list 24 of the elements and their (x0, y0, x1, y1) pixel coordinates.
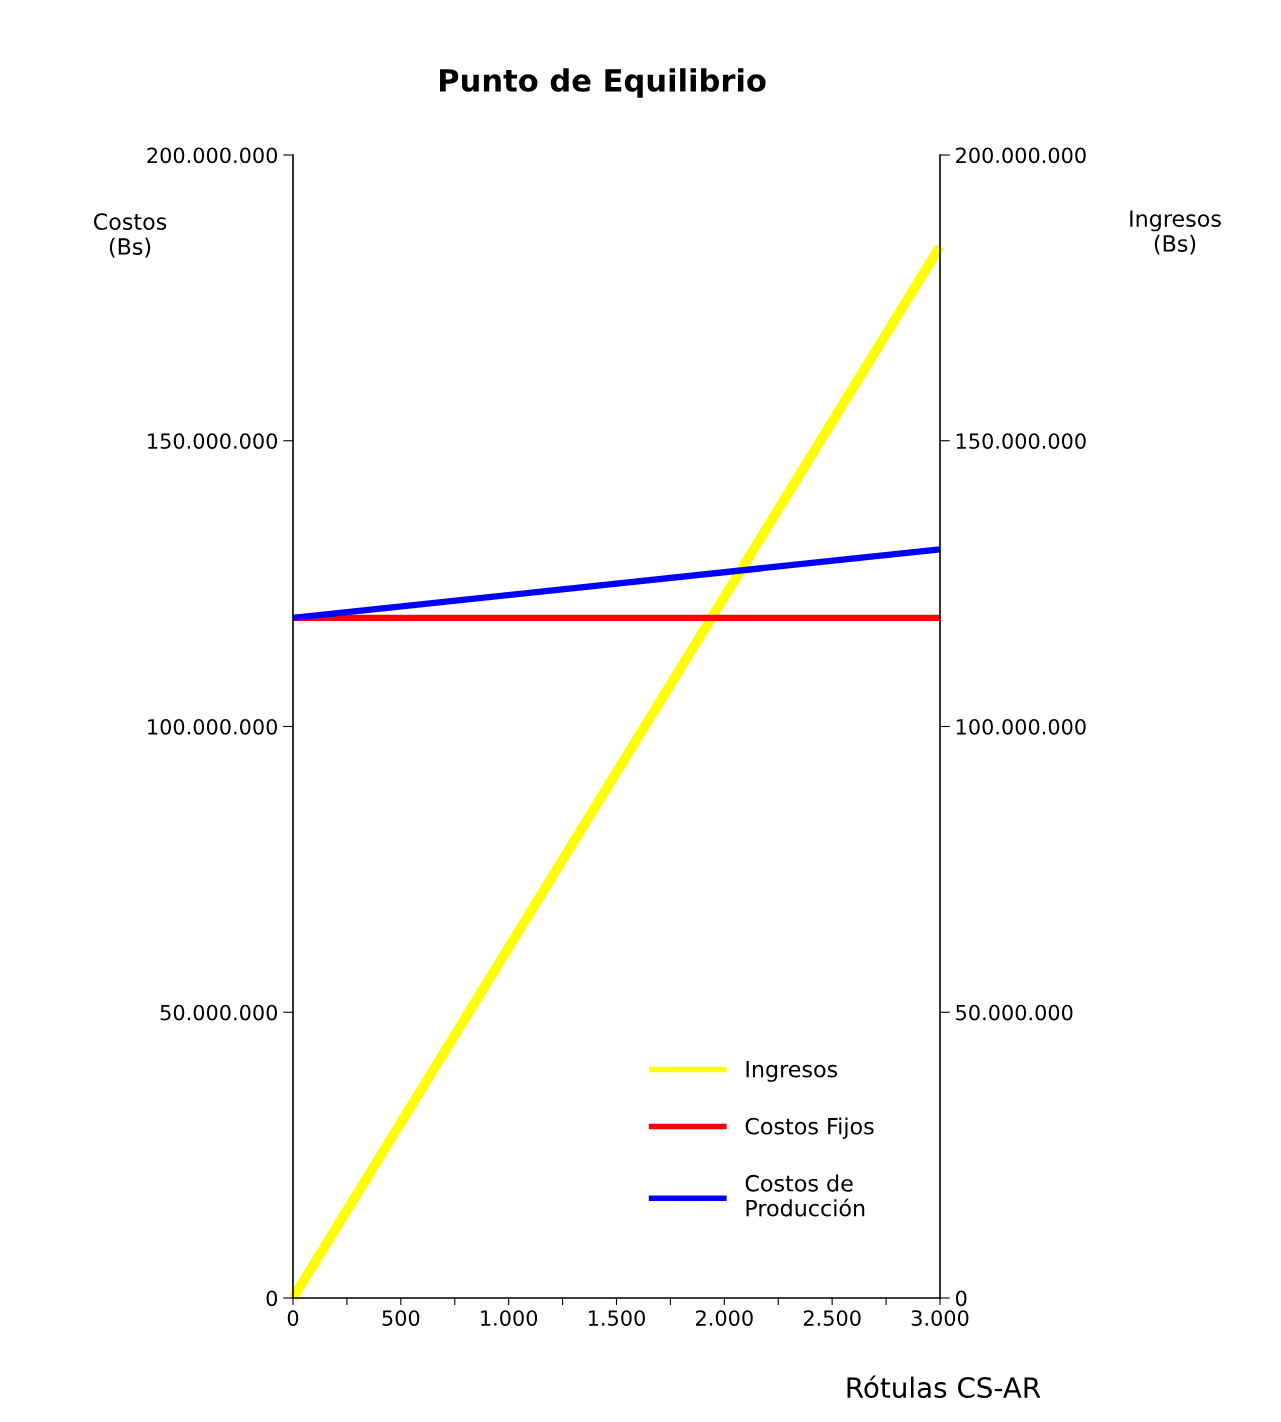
y2-tick-label: 0 (955, 1290, 967, 1307)
x-tick-label: 500 (382, 1310, 420, 1326)
y2-axis-title: Ingresos (Bs) (1130, 210, 1221, 255)
chart-title: Punto de Equilibrio (440, 68, 766, 98)
x-tick-label: 3.000 (911, 1310, 969, 1326)
y2-tick-label: 100.000.000 (956, 718, 1086, 735)
y-tick-label: 150.000.000 (148, 433, 278, 449)
legend-label: Costos de Producción (745, 1174, 865, 1217)
y-tick-label: 0 (266, 1290, 278, 1307)
y-axis-title: Costos (Bs) (93, 213, 167, 258)
y2-tick-label: 50.000.000 (956, 1004, 1073, 1021)
x-tick-label: 1.500 (588, 1310, 645, 1326)
y-tick-label: 200.000.000 (147, 147, 278, 164)
x-tick-label: 1.000 (481, 1310, 538, 1326)
x-tick-label: 2.000 (696, 1310, 753, 1326)
x-tick-label: 2.500 (803, 1310, 861, 1326)
y2-tick-label: 150.000.000 (956, 433, 1086, 449)
x-tick-label: 0 (287, 1310, 299, 1326)
x-axis-title: Rótulas CS-AR (847, 1375, 1041, 1399)
legend-label: Costos Fijos (745, 1117, 874, 1139)
y2-tick-label: 200.000.000 (956, 147, 1086, 164)
y-tick-label: 50.000.000 (160, 1004, 278, 1021)
y-tick-label: 100.000.000 (148, 718, 278, 735)
legend-label: Ingresos (746, 1061, 838, 1082)
